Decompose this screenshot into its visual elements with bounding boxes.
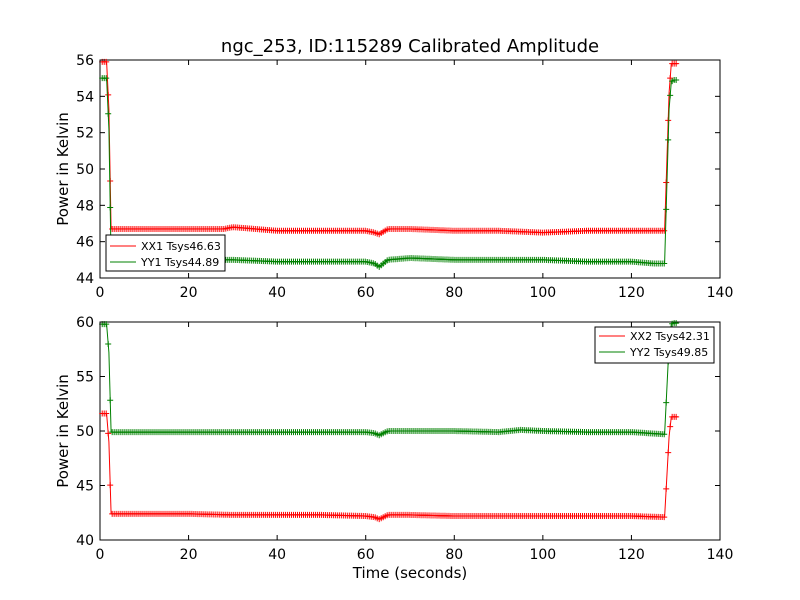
top-y-tick-label: 48: [76, 198, 94, 214]
top-legend: XX1 Tsys46.63 YY1 Tsys44.89: [105, 234, 226, 272]
bottom-series-0-marker: [105, 430, 112, 437]
bottom-series-1-marker: [103, 321, 110, 328]
bottom-series-0-marker: [107, 482, 114, 489]
bottom-x-tick-label: 140: [707, 547, 734, 563]
top-y-tick-label: 54: [76, 89, 94, 105]
chart-title: ngc_253, ID:115289 Calibrated Amplitude: [221, 36, 599, 57]
top-y-tick-label: 44: [76, 271, 94, 287]
top-ticks-group: 0 20 40 60 80 100 120 140 44 46 48 50 52 54 56: [76, 53, 733, 301]
top-legend-label-yy1: YY1 Tsys44.89: [140, 256, 219, 269]
bottom-series-0-marker: [667, 423, 674, 430]
top-x-tick-label: 120: [618, 285, 645, 301]
top-x-tick-label: 40: [268, 285, 286, 301]
bottom-series-1-marker: [661, 431, 668, 438]
top-series-1-marker: [665, 136, 672, 143]
top-x-tick-label: 60: [357, 285, 375, 301]
bottom-y-tick-label: 45: [76, 479, 94, 495]
bottom-y-tick-label: 40: [76, 533, 94, 549]
bottom-x-tick-label: 0: [96, 547, 105, 563]
bottom-legend-box: [594, 326, 715, 364]
bottom-x-tick-label: 20: [180, 547, 198, 563]
bottom-x-tick-label: 80: [445, 547, 463, 563]
top-series-1-marker: [103, 75, 110, 82]
top-series-0-marker: [673, 60, 680, 67]
top-series-0-marker: [661, 227, 668, 234]
top-series-1-marker: [673, 76, 680, 83]
top-series-1-marker: [667, 92, 674, 99]
top-y-tick-label: 56: [76, 53, 94, 69]
bottom-x-tick-label: 60: [357, 547, 375, 563]
bottom-y-tick-label: 50: [76, 424, 94, 440]
bottom-legend-label-xx2: XX2 Tsys42.31: [630, 330, 710, 343]
bottom-series-0-marker: [673, 413, 680, 420]
top-x-tick-label: 80: [445, 285, 463, 301]
top-y-tick-label: 52: [76, 126, 94, 142]
top-legend-label-xx1: XX1 Tsys46.63: [141, 240, 221, 253]
top-series-0-marker: [103, 58, 110, 65]
top-series-1-marker: [661, 260, 668, 267]
top-series-1-marker: [107, 204, 114, 211]
bottom-x-tick-label: 100: [529, 547, 556, 563]
bottom-series-0-marker: [665, 449, 672, 456]
top-series-1-marker: [663, 206, 670, 213]
bottom-series-0-marker: [661, 514, 668, 521]
bottom-legend-label-yy2: YY2 Tsys49.85: [629, 346, 708, 359]
bottom-x-tick-label: 120: [618, 547, 645, 563]
bottom-panel: 0 20 40 60 80 100 120 140 40 45 50 55 60 Power in Ke…: [54, 315, 733, 582]
top-series-0-marker: [105, 91, 112, 98]
top-series-0-marker: [663, 179, 670, 186]
x-axis-label: Time (seconds): [352, 564, 468, 582]
bottom-series-0-marker: [103, 410, 110, 417]
top-y-tick-label: 50: [76, 162, 94, 178]
bottom-series-1-marker: [673, 320, 680, 327]
bottom-series-0-marker: [663, 485, 670, 492]
top-series-group: [99, 58, 680, 270]
bottom-y-tick-label: 55: [76, 370, 94, 386]
bottom-series-1-marker: [663, 399, 670, 406]
bottom-y-tick-label: 60: [76, 315, 94, 331]
top-y-axis-label: Power in Kelvin: [54, 112, 72, 226]
bottom-x-tick-label: 40: [268, 547, 286, 563]
top-legend-box: [105, 234, 226, 272]
top-x-tick-label: 140: [707, 285, 734, 301]
top-y-tick-label: 46: [76, 235, 94, 251]
top-x-tick-label: 100: [529, 285, 556, 301]
top-x-tick-label: 20: [180, 285, 198, 301]
top-series-1-marker: [105, 110, 112, 117]
top-panel: 0 20 40 60 80 100 120 140 44 46 48 50 52 54 56 Power i…: [54, 53, 733, 301]
bottom-legend: XX2 Tsys42.31 YY2 Tsys49.85: [594, 326, 715, 364]
bottom-y-axis-label: Power in Kelvin: [54, 374, 72, 488]
top-x-tick-label: 0: [96, 285, 105, 301]
bottom-series-1-marker: [105, 341, 112, 348]
top-series-0-marker: [665, 117, 672, 124]
bottom-series-group: [99, 320, 680, 523]
bottom-ticks-group: 0 20 40 60 80 100 120 140 40 45 50 55 60: [76, 315, 733, 563]
bottom-series-1-marker: [107, 397, 114, 404]
